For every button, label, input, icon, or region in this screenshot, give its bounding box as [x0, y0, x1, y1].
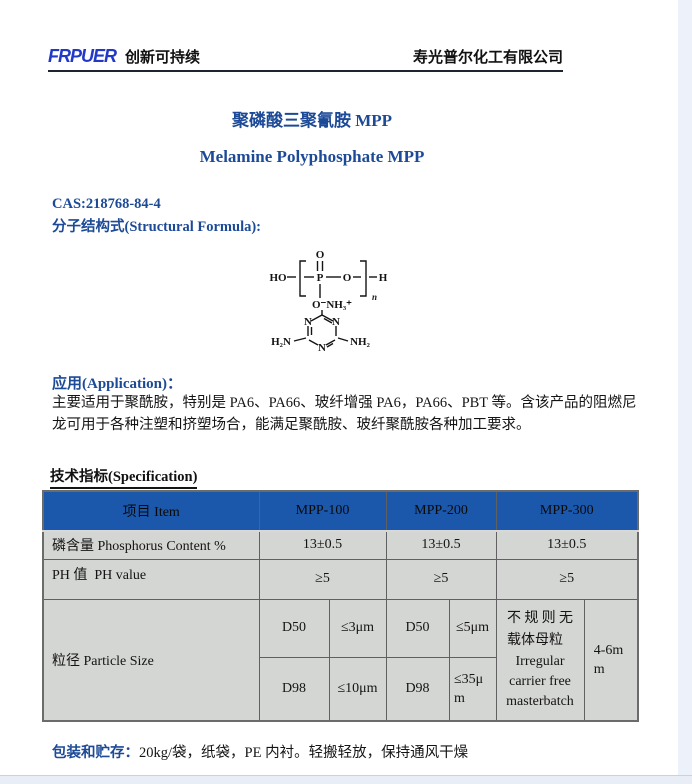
column-header-item: 项目 Item — [42, 490, 260, 532]
ph-label: PH 值 PH value — [42, 558, 260, 600]
formula-p: P — [317, 272, 324, 284]
packaging-heading: 包装和贮存： — [52, 745, 139, 761]
viewer-bottom-margin — [0, 775, 692, 784]
particle-mpp200-d98-label: D98 — [385, 656, 450, 722]
formula-ho: HO — [269, 272, 287, 284]
ph-mpp200: ≥5 — [385, 558, 497, 600]
column-header-mpp100: MPP-100 — [258, 490, 387, 532]
phosphorus-mpp100: 13±0.5 — [258, 530, 387, 560]
formula-bridge-o: O — [343, 272, 352, 284]
logo-tagline: 创新可持续 — [125, 50, 201, 66]
particle-mpp200-d50-label: D50 — [385, 598, 450, 658]
formula-n-subscript: n — [372, 292, 377, 302]
formula-ring-n-bottom: N — [318, 342, 326, 354]
particle-mpp100-d50-value: ≤3μm — [328, 598, 387, 658]
formula-ring-n-left: N — [304, 316, 312, 328]
particle-mpp300-description-zh: 不规则无载体母粒 — [507, 610, 573, 648]
particle-size-row-d98: D98 ≤10μm D98 ≤35μm — [43, 656, 638, 722]
company-name: 寿光普尔化工有限公司 — [412, 50, 563, 66]
phosphorus-label: 磷含量 Phosphorus Content % — [42, 530, 260, 560]
product-title-en: Melamine Polyphosphate MPP — [199, 147, 425, 166]
formula-amine-left: H₂N — [271, 336, 291, 348]
formula-end-h: H — [379, 272, 388, 284]
particle-mpp100-d98-label: D98 — [258, 656, 330, 722]
cas-number: CAS:218768-84-4 — [52, 196, 161, 212]
document-page: FRPUER 创新可持续 寿光普尔化工有限公司 聚磷酸三聚氰胺 MPP Mela… — [0, 0, 678, 775]
ph-mpp100: ≥5 — [258, 558, 387, 600]
formula-amine-right: NH₂ — [350, 336, 371, 348]
particle-mpp100-d98-value: ≤10μm — [328, 656, 387, 722]
page-header: FRPUER 创新可持续 寿光普尔化工有限公司 — [48, 46, 563, 72]
specification-heading: 技术指标(Specification) — [50, 465, 198, 489]
formula-ring-n-right: N — [332, 316, 340, 328]
particle-mpp200-d98-text: ≤35μm — [454, 671, 484, 706]
specification-table: 项目 Item MPP-100 MPP-200 MPP-300 磷含量 Phos… — [42, 490, 639, 722]
particle-size-row-d50: 粒径 Particle Size D50 ≤3μm D50 ≤5μm 不规则无载… — [42, 598, 639, 722]
structural-formula-label: 分子结构式(Structural Formula): — [52, 219, 262, 235]
particle-mpp300-size-value: 4-6mm — [593, 642, 624, 677]
packaging-line: 包装和贮存：20kg/袋，纸袋，PE 内衬。轻搬轻放，保持通风干燥 — [52, 741, 468, 762]
structural-formula-diagram: O HO P O n H O⁻NH₃⁺ N N N — [269, 249, 388, 354]
column-header-mpp300: MPP-300 — [495, 490, 639, 532]
particle-size-label: 粒径 Particle Size — [42, 598, 260, 722]
particle-mpp300-size: 4-6mm — [583, 598, 639, 722]
product-title-zh: 聚磷酸三聚氰胺 MPP — [231, 111, 393, 130]
table-header-row: 项目 Item MPP-100 MPP-200 MPP-300 — [42, 490, 639, 532]
particle-mpp100-d50-label: D50 — [258, 598, 330, 658]
particle-mpp300-description: 不规则无载体母粒 Irregular carrier free masterba… — [495, 598, 585, 722]
application-heading: 应用(Application)： — [52, 376, 183, 392]
phosphorus-mpp300: 13±0.5 — [495, 530, 639, 560]
packaging-body: 20kg/袋，纸袋，PE 内衬。轻搬轻放，保持通风干燥 — [139, 745, 469, 761]
ph-mpp300: ≥5 — [495, 558, 639, 600]
formula-top-o: O — [316, 249, 325, 261]
particle-mpp300-description-en: Irregular carrier free masterbatch — [506, 653, 574, 709]
particle-mpp200-d98-value: ≤35μm — [448, 656, 497, 722]
ph-row: PH 值 PH value ≥5 ≥5 ≥5 — [42, 558, 639, 600]
formula-ammonium-salt: O⁻NH₃⁺ — [312, 299, 352, 311]
company-logo: FRPUER — [48, 46, 117, 66]
application-body: 主要适用于聚酰胺，特别是 PA6、PA66、玻纤增强 PA6，PA66、PBT … — [52, 395, 637, 433]
phosphorus-row: 磷含量 Phosphorus Content % 13±0.5 13±0.5 1… — [42, 530, 639, 560]
phosphorus-mpp200: 13±0.5 — [385, 530, 497, 560]
particle-mpp200-d50-value: ≤5μm — [448, 598, 497, 658]
column-header-mpp200: MPP-200 — [385, 490, 497, 532]
